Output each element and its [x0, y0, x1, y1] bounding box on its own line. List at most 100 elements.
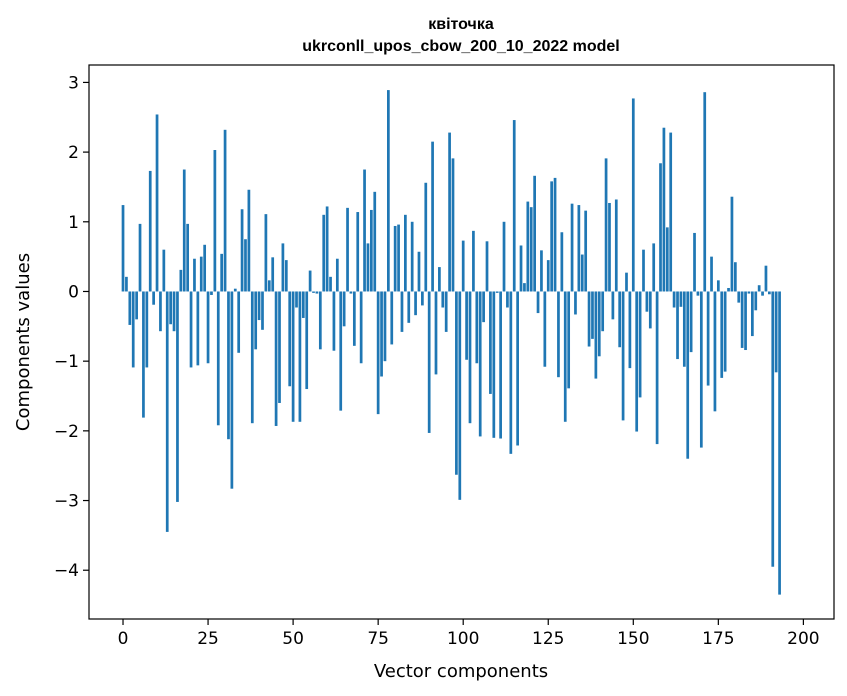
- bar-53: [301, 291, 305, 318]
- bar-76: [380, 291, 383, 377]
- bar-127: [553, 177, 557, 292]
- bar-38: [250, 291, 254, 424]
- bar-50: [291, 291, 295, 422]
- x-tick-label: 100: [447, 629, 479, 649]
- bar-193: [778, 291, 781, 595]
- bar-139: [594, 291, 598, 379]
- bar-27: [213, 150, 217, 292]
- bar-134: [577, 205, 581, 292]
- bar-95: [444, 291, 448, 332]
- bar-104: [475, 291, 479, 364]
- bar-160: [665, 227, 669, 292]
- bar-25: [206, 291, 210, 364]
- bar-74: [373, 191, 377, 292]
- bar-75: [376, 291, 380, 415]
- bar-150: [631, 98, 635, 292]
- bar-191: [771, 291, 775, 567]
- bar-51: [295, 291, 298, 308]
- bar-181: [737, 291, 741, 303]
- bar-112: [502, 221, 506, 292]
- bar-171: [703, 92, 707, 292]
- bar-1: [125, 276, 128, 292]
- bar-111: [499, 291, 502, 439]
- bar-23: [199, 256, 203, 292]
- bar-43: [267, 280, 271, 292]
- bar-22: [196, 291, 200, 366]
- bar-4: [135, 291, 138, 320]
- y-tick-label: −4: [54, 561, 79, 581]
- bar-83: [404, 214, 407, 292]
- bar-187: [757, 285, 761, 292]
- bar-144: [611, 291, 615, 320]
- bar-18: [182, 169, 186, 292]
- bar-176: [720, 291, 724, 378]
- bar-174: [713, 291, 717, 412]
- bar-48: [284, 260, 288, 292]
- bar-81: [397, 224, 400, 292]
- bar-96: [448, 132, 451, 292]
- bar-10: [155, 114, 159, 292]
- bar-130: [563, 291, 567, 422]
- bar-156: [652, 243, 656, 292]
- bar-133: [574, 291, 577, 315]
- bar-149: [628, 291, 632, 369]
- bar-63: [335, 258, 339, 292]
- bar-59: [322, 214, 326, 292]
- bar-65: [342, 291, 346, 327]
- bar-158: [659, 163, 662, 292]
- bar-140: [597, 291, 601, 357]
- x-tick-label: 75: [367, 629, 389, 649]
- bar-172: [706, 291, 710, 386]
- y-tick-label: 3: [68, 73, 79, 93]
- bar-15: [172, 291, 176, 332]
- bar-120: [529, 207, 533, 292]
- bar-192: [774, 291, 778, 373]
- bar-101: [465, 291, 468, 360]
- bar-73: [369, 209, 373, 292]
- y-tick-label: −1: [54, 352, 79, 372]
- bar-132: [570, 203, 574, 292]
- bar-67: [349, 291, 353, 294]
- bar-69: [356, 212, 360, 292]
- bar-173: [710, 256, 713, 292]
- bar-102: [468, 291, 472, 424]
- bar-94: [441, 291, 445, 308]
- bar-97: [451, 158, 455, 292]
- bar-33: [233, 288, 237, 292]
- x-axis-ticks: 0 25 50 75 100 125 150 175 200: [118, 619, 820, 649]
- bar-21: [193, 258, 196, 292]
- bar-78: [387, 90, 390, 292]
- bar-34: [237, 291, 241, 353]
- plot-frame: [88, 64, 835, 620]
- bar-89: [424, 182, 428, 292]
- bars-group: [121, 90, 781, 595]
- bar-12: [162, 249, 166, 292]
- bar-92: [434, 291, 438, 375]
- bar-107: [485, 241, 489, 292]
- bar-11: [159, 291, 162, 332]
- bar-98: [455, 291, 458, 475]
- bar-31: [227, 291, 230, 440]
- bar-42: [264, 214, 268, 292]
- bar-159: [662, 127, 666, 292]
- bar-154: [645, 291, 649, 312]
- bar-153: [642, 249, 645, 292]
- bar-128: [557, 291, 560, 378]
- bar-99: [458, 291, 462, 500]
- bar-155: [648, 291, 652, 329]
- bar-72: [366, 243, 370, 292]
- bar-145: [614, 199, 618, 292]
- x-tick-label: 25: [197, 629, 219, 649]
- bar-105: [478, 291, 482, 437]
- bar-147: [621, 291, 625, 421]
- bar-88: [421, 291, 424, 306]
- bar-165: [682, 291, 686, 367]
- bar-46: [278, 291, 281, 403]
- bar-8: [148, 170, 152, 292]
- bar-58: [318, 291, 322, 350]
- bar-32: [230, 291, 234, 489]
- bar-175: [716, 280, 720, 292]
- bar-129: [560, 232, 564, 292]
- bar-186: [754, 291, 758, 311]
